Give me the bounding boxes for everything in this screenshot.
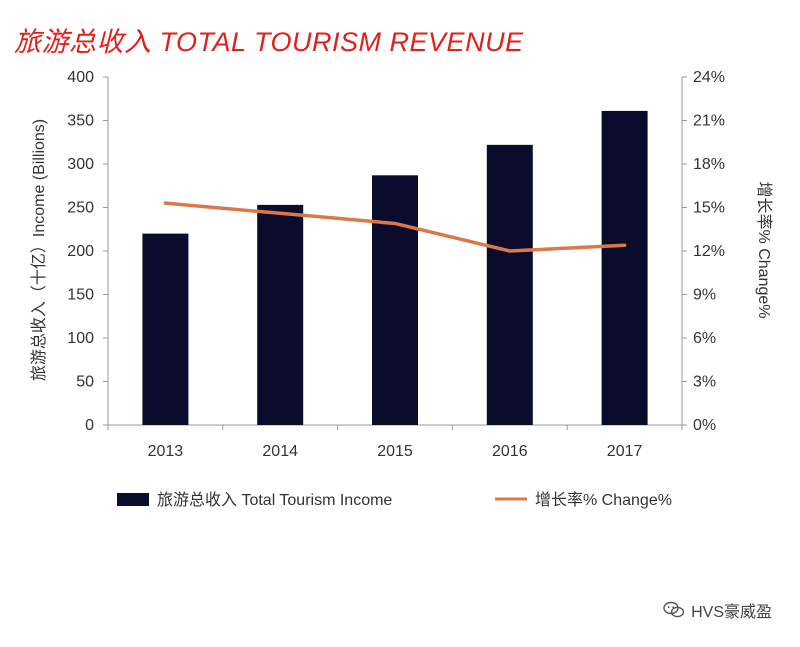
y-tick-label: 50: [76, 374, 94, 391]
bars-group: [142, 110, 648, 426]
x-tick-label: 2014: [262, 443, 298, 460]
x-tick-label: 2015: [377, 443, 413, 460]
y2-tick-label: 24%: [693, 69, 725, 86]
y-tick-label: 150: [67, 287, 94, 304]
y2-tick-label: 18%: [693, 156, 725, 173]
y-tick-label: 250: [67, 200, 94, 217]
legend-swatch-income: [117, 493, 149, 506]
x-tick-label: 2017: [607, 443, 643, 460]
y2-tick-label: 3%: [693, 374, 716, 391]
y-tick-label: 300: [67, 156, 94, 173]
bar-2013: [142, 233, 189, 425]
legend-label-income: 旅游总收入 Total Tourism Income: [157, 491, 392, 509]
y2-tick-label: 15%: [693, 200, 725, 217]
wechat-icon: [663, 601, 685, 619]
watermark-text: HVS豪威盈: [691, 604, 772, 621]
y-axis-title: 旅游总收入（十亿）Income (Billions): [30, 119, 48, 381]
y2-tick-label: 9%: [693, 287, 716, 304]
y-tick-label: 100: [67, 330, 94, 347]
y-tick-label: 0: [85, 417, 94, 434]
ticks-group: 0 50 100 150 200 250 300 350 400 0% 3% 6% 9% 12% 15% 18…: [67, 69, 725, 460]
watermark: HVS豪威盈: [663, 598, 772, 622]
axis-titles-group: 旅游总收入（十亿）Income (Billions) 增长率% Change%: [30, 119, 773, 381]
x-tick-label: 2013: [148, 443, 184, 460]
y-tick-label: 400: [67, 69, 94, 86]
y-tick-label: 200: [67, 243, 94, 260]
y-tick-label: 350: [67, 113, 94, 130]
bar-2015: [372, 175, 418, 425]
bar-2014: [257, 204, 304, 425]
bar-2017: [601, 110, 648, 426]
legend-label-change: 增长率% Change%: [535, 491, 672, 509]
y2-tick-label: 21%: [693, 113, 725, 130]
legend: 旅游总收入 Total Tourism Income 增长率% Change%: [117, 491, 672, 509]
x-tick-label: 2016: [492, 443, 528, 460]
bar-2016: [486, 144, 533, 426]
y2-tick-label: 12%: [693, 243, 725, 260]
y2-tick-label: 0%: [693, 417, 716, 434]
y2-axis-title: 增长率% Change%: [755, 182, 773, 319]
y2-tick-label: 6%: [693, 330, 716, 347]
chart-title: 旅游总收入 TOTAL TOURISM REVENUE: [14, 27, 524, 57]
line-group: [163, 201, 627, 253]
